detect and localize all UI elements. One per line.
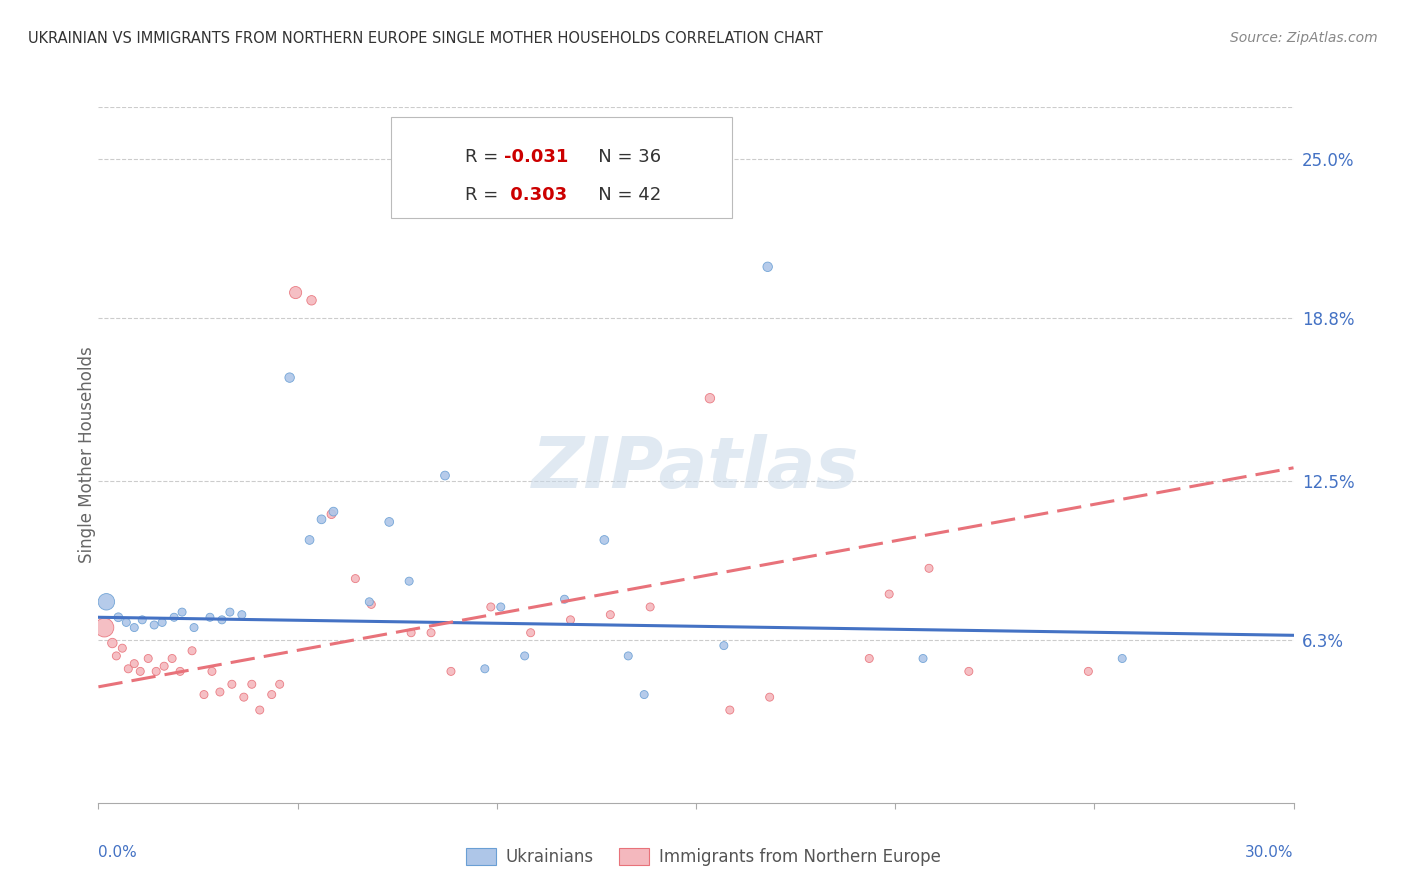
Y-axis label: Single Mother Households: Single Mother Households [79,347,96,563]
Point [360,598,382,612]
Point [160,651,183,665]
Point [1111,651,1133,665]
Legend: Ukrainians, Immigrants from Northern Europe: Ukrainians, Immigrants from Northern Eur… [457,840,949,875]
Text: Source: ZipAtlas.com: Source: ZipAtlas.com [1230,31,1378,45]
Point [298,533,321,547]
Point [398,574,420,589]
Point [699,391,721,405]
Point [131,613,153,627]
Text: ZIPatlas: ZIPatlas [533,434,859,503]
Point [756,260,779,274]
Point [758,690,780,705]
Point [278,370,301,384]
Point [599,607,621,622]
Point [877,587,900,601]
Point [359,595,381,609]
Point [231,607,253,622]
Point [221,677,243,691]
Text: 30.0%: 30.0% [1246,845,1294,860]
Point [172,605,194,619]
Text: N = 42: N = 42 [581,186,661,204]
Point [311,512,333,526]
Point [378,515,401,529]
Point [713,639,735,653]
Text: 0.303: 0.303 [503,186,567,204]
Point [150,615,173,630]
Point [489,599,512,614]
Text: R =: R = [465,148,505,166]
Point [153,659,176,673]
Point [918,561,941,575]
FancyBboxPatch shape [391,118,733,219]
Point [911,651,934,665]
Point [519,625,541,640]
Point [129,665,152,679]
Point [145,665,167,679]
Text: 0.0%: 0.0% [98,845,138,860]
Point [163,610,186,624]
Point [322,505,344,519]
Point [399,625,422,640]
Point [321,507,343,521]
Point [96,595,118,609]
Point [232,690,254,705]
Point [718,703,741,717]
Point [105,648,128,663]
Point [284,285,307,300]
Point [211,613,233,627]
Point [115,615,138,630]
Point [593,533,616,547]
Point [554,592,576,607]
Point [208,685,231,699]
Point [560,613,582,627]
Point [143,618,166,632]
Point [107,610,129,624]
Point [440,665,463,679]
Point [169,665,191,679]
Text: N = 36: N = 36 [581,148,661,166]
Point [513,648,536,663]
Point [957,665,980,679]
Point [633,688,655,702]
Point [617,648,640,663]
Point [420,625,443,640]
Point [117,662,139,676]
Point [479,599,502,614]
Point [240,677,263,691]
Point [219,605,242,619]
Text: UKRAINIAN VS IMMIGRANTS FROM NORTHERN EUROPE SINGLE MOTHER HOUSEHOLDS CORRELATIO: UKRAINIAN VS IMMIGRANTS FROM NORTHERN EU… [28,31,823,46]
Point [198,610,221,624]
Point [93,621,115,635]
Point [124,657,146,671]
Point [136,651,159,665]
Point [301,293,323,308]
Point [433,468,456,483]
Point [193,688,215,702]
Point [181,644,204,658]
Point [344,572,367,586]
Text: -0.031: -0.031 [503,148,568,166]
Point [858,651,880,665]
Point [1077,665,1099,679]
Point [101,636,124,650]
Point [111,641,134,656]
Point [269,677,291,691]
Point [474,662,496,676]
Point [201,665,224,679]
Point [183,621,205,635]
Text: R =: R = [465,186,505,204]
Point [249,703,271,717]
Point [124,621,146,635]
Point [638,599,661,614]
Point [260,688,283,702]
